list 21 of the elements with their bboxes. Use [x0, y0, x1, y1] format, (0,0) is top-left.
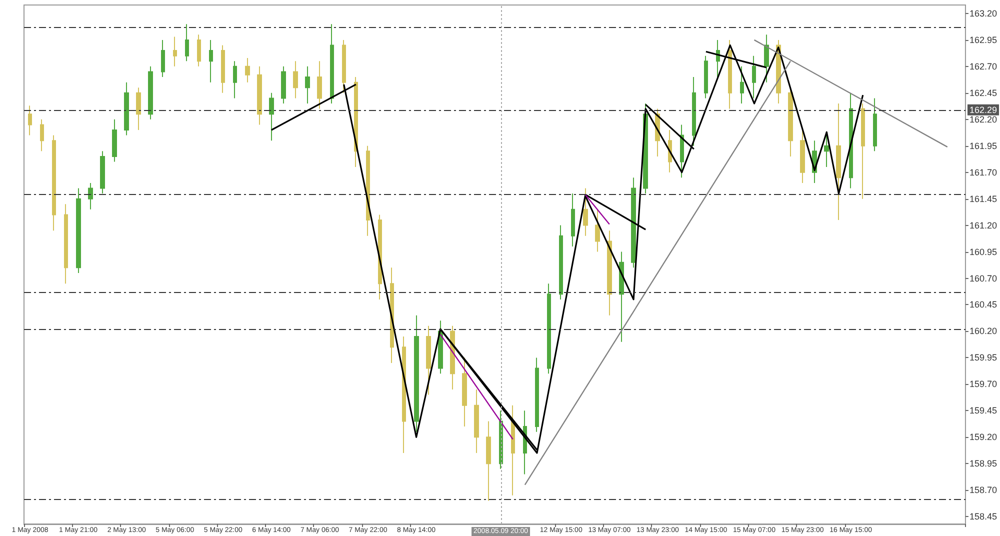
y-tick-label: 160.20 — [969, 326, 998, 336]
y-tick-label: 158.70 — [969, 485, 998, 496]
y-tick-label: 161.45 — [969, 194, 998, 204]
y-tick-label: 162.20 — [969, 114, 998, 124]
y-tick-label: 160.95 — [969, 246, 998, 257]
y-tick-label: 162.70 — [969, 61, 998, 72]
y-tick-label: 162.95 — [969, 34, 998, 45]
y-tick-label: 158.95 — [969, 458, 998, 469]
y-tick-label: 161.70 — [969, 167, 998, 178]
y-tick-label: 161.95 — [969, 140, 998, 151]
y-tick-label: 162.45 — [969, 88, 998, 98]
y-tick-label: 163.20 — [969, 8, 998, 18]
y-tick-label: 159.95 — [969, 352, 998, 363]
y-tick-label: 160.45 — [969, 300, 998, 310]
y-tick-label: 159.45 — [969, 406, 998, 416]
y-tick-label: 160.70 — [969, 273, 998, 284]
y-tick-label: 161.20 — [969, 220, 998, 230]
y-tick-label: 159.20 — [969, 432, 998, 442]
y-tick-label: 158.45 — [969, 512, 998, 522]
ref-line-label: 162.29 — [969, 104, 998, 115]
y-tick-label: 159.70 — [969, 379, 998, 390]
